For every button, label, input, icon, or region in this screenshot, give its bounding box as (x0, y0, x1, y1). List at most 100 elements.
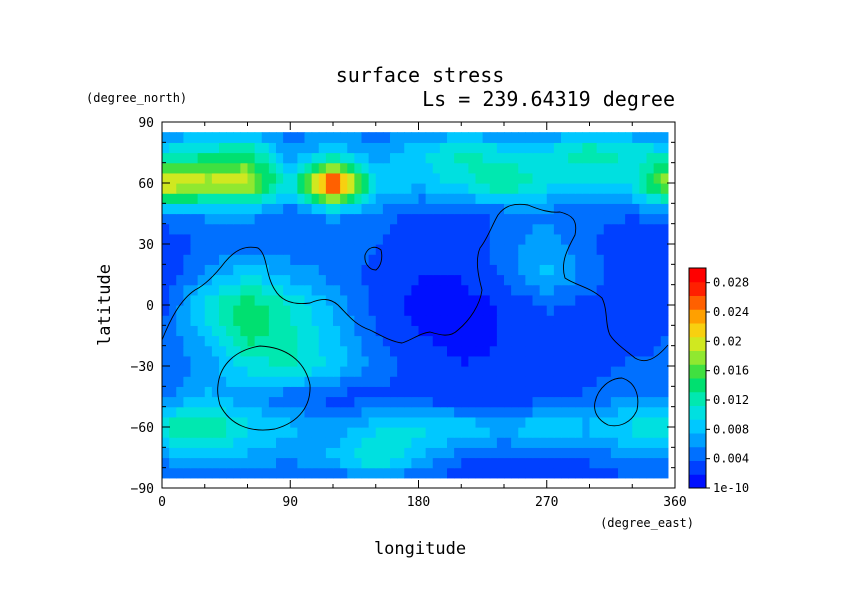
field-cell (190, 325, 199, 337)
field-cell (382, 396, 391, 408)
field-cell (169, 335, 177, 347)
field-cell (418, 325, 427, 337)
field-cell (247, 294, 256, 306)
field-cell (347, 213, 355, 225)
field-cell (639, 152, 648, 164)
field-cell (653, 254, 662, 265)
field-cell (639, 142, 648, 154)
field-cell (211, 366, 220, 377)
field-cell (447, 437, 455, 448)
y-tick-label: 0 (146, 299, 154, 314)
field-cell (646, 355, 655, 367)
field-cell (568, 447, 576, 459)
field-cell (197, 162, 206, 174)
field-cell (183, 183, 192, 194)
field-cell (254, 406, 263, 418)
field-cell (553, 132, 562, 143)
field-cell (354, 366, 363, 377)
field-cell (575, 193, 583, 204)
field-cell (447, 223, 455, 235)
field-cell (653, 172, 662, 184)
field-cell (532, 437, 541, 448)
field-cell (639, 396, 648, 408)
field-cell (404, 203, 412, 215)
field-cell (646, 305, 655, 316)
field-cell (439, 254, 448, 265)
field-cell (390, 213, 398, 225)
field-cell (625, 284, 633, 296)
field-cell (582, 335, 591, 347)
field-cell (632, 447, 640, 459)
field-cell (162, 152, 170, 164)
field-cell (311, 376, 320, 387)
field-cell (525, 172, 534, 184)
field-cell (169, 305, 177, 316)
field-cell (347, 162, 355, 174)
field-cell (226, 335, 234, 347)
field-cell (568, 132, 576, 143)
field-cell (589, 457, 598, 469)
field-cell (382, 213, 391, 225)
field-cell (418, 223, 427, 235)
field-cell (546, 325, 555, 337)
field-cell (333, 223, 341, 235)
field-cell (553, 193, 562, 204)
field-cell (190, 254, 199, 265)
field-cell (340, 325, 348, 337)
field-cell (361, 467, 370, 479)
field-cell (247, 467, 256, 479)
field-cell (318, 355, 327, 367)
field-cell (268, 274, 277, 286)
field-cell (439, 203, 448, 215)
field-cell (439, 284, 448, 296)
field-cell (632, 467, 640, 479)
field-cell (311, 172, 320, 184)
field-cell (176, 437, 184, 448)
field-cell (318, 193, 327, 204)
field-cell (382, 162, 391, 174)
colorbar-frame (688, 267, 707, 489)
field-cell (361, 132, 370, 143)
field-cell (432, 193, 441, 204)
field-cell (382, 183, 391, 194)
field-cell (475, 233, 484, 245)
field-cell (254, 244, 263, 255)
field-cell (276, 162, 284, 174)
field-cell (546, 132, 555, 143)
field-cell (240, 437, 249, 448)
field-cell (276, 213, 284, 225)
field-cell (553, 142, 562, 154)
field-cell (618, 386, 626, 398)
field-cell (475, 406, 484, 418)
field-cell (411, 132, 420, 143)
field-cell (197, 467, 206, 479)
field-cell (283, 162, 291, 174)
field-cell (254, 233, 263, 245)
field-cell (561, 132, 569, 143)
field-cell (333, 294, 341, 306)
field-cell (411, 264, 420, 276)
y-tick-label: 60 (138, 177, 154, 192)
field-cell (354, 294, 363, 306)
field-cell (511, 427, 519, 438)
field-cell (660, 386, 669, 398)
field-cell (361, 274, 370, 286)
field-cell (325, 244, 334, 255)
field-cell (233, 183, 241, 194)
field-cell (618, 315, 626, 326)
field-cell (418, 386, 427, 398)
field-cell (482, 223, 491, 235)
field-cell (432, 294, 441, 306)
field-cell (532, 244, 541, 255)
field-cell (169, 447, 177, 459)
field-cell (504, 274, 512, 286)
field-cell (276, 203, 284, 215)
field-cell (582, 284, 591, 296)
field-cell (354, 437, 363, 448)
field-cell (618, 345, 626, 357)
field-cell (162, 162, 170, 174)
field-cell (404, 162, 412, 174)
field-cell (589, 274, 598, 286)
field-cell (333, 427, 341, 438)
field-cell (204, 355, 213, 367)
